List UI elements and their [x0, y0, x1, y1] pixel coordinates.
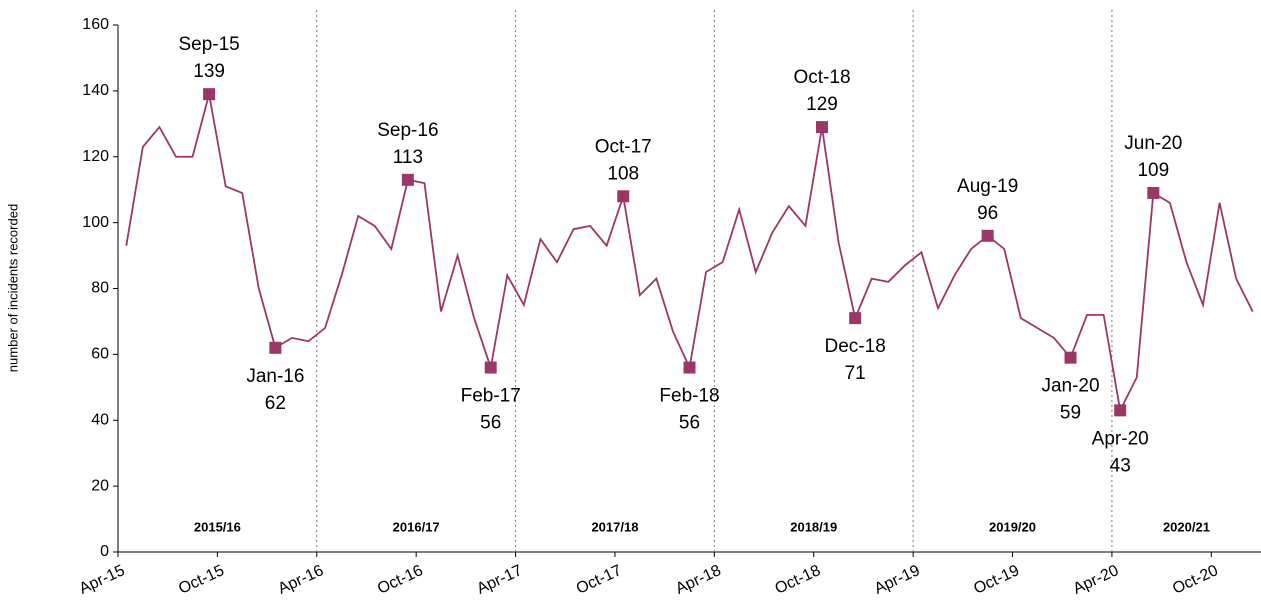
annotation-value: 108 [607, 163, 639, 184]
period-label: 2019/20 [989, 519, 1036, 534]
annotation-value: 62 [265, 393, 286, 414]
annotation-value: 56 [679, 413, 700, 434]
point-marker [849, 312, 862, 325]
annotation-value: 56 [480, 413, 501, 434]
annotation-value: 96 [977, 203, 998, 224]
point-marker [484, 361, 497, 374]
period-label: 2020/21 [1163, 519, 1210, 534]
annotation-label: Feb-18 [659, 386, 719, 407]
x-tick-label: Apr-19 [872, 562, 923, 598]
point-marker [617, 190, 630, 203]
annotation-label: Feb-17 [461, 386, 521, 407]
point-marker [1147, 186, 1160, 199]
period-label: 2017/18 [591, 519, 638, 534]
x-tick-label: Oct-15 [176, 562, 227, 598]
annotation-value: 43 [1110, 455, 1131, 476]
y-tick-label: 40 [91, 411, 109, 428]
x-tick-label: Oct-18 [773, 562, 824, 598]
annotation-label: Dec-18 [825, 336, 886, 357]
y-tick-label: 0 [100, 543, 109, 560]
annotation-value: 109 [1137, 160, 1169, 181]
x-tick-label: Oct-20 [1170, 562, 1221, 598]
point-marker [269, 341, 282, 354]
point-marker [981, 229, 994, 242]
point-marker [401, 173, 414, 186]
x-tick-label: Apr-18 [673, 562, 724, 598]
x-tick-label: Oct-16 [375, 562, 426, 598]
y-tick-label: 120 [82, 148, 109, 165]
y-tick-label: 140 [82, 82, 109, 99]
annotation-value: 139 [193, 61, 225, 82]
point-marker [1114, 404, 1127, 417]
period-label: 2015/16 [194, 519, 241, 534]
period-label: 2018/19 [790, 519, 837, 534]
point-marker [816, 121, 829, 134]
y-tick-label: 60 [91, 346, 109, 363]
annotation-label: Aug-19 [957, 176, 1018, 197]
annotation-value: 113 [393, 147, 423, 168]
annotation-value: 59 [1060, 403, 1081, 424]
point-marker [1064, 351, 1077, 364]
annotation-label: Oct-18 [794, 67, 851, 88]
x-tick-label: Apr-17 [474, 562, 525, 598]
x-tick-label: Oct-17 [574, 562, 625, 598]
annotation-label: Sep-15 [178, 34, 239, 55]
x-tick-label: Apr-20 [1071, 562, 1122, 598]
annotation-label: Jun-20 [1124, 133, 1182, 154]
annotation-label: Jan-20 [1041, 376, 1099, 397]
annotation-value: 71 [845, 363, 866, 384]
annotation-value: 129 [806, 94, 838, 115]
point-marker [683, 361, 696, 374]
annotation-label: Sep-16 [377, 120, 438, 141]
period-label: 2016/17 [393, 519, 440, 534]
y-tick-label: 160 [82, 16, 109, 33]
x-tick-label: Apr-15 [77, 562, 128, 598]
point-marker [203, 88, 216, 101]
annotation-label: Jan-16 [246, 366, 304, 387]
y-tick-label: 20 [91, 477, 109, 494]
x-tick-label: Oct-19 [971, 562, 1022, 598]
y-tick-label: 100 [82, 214, 109, 231]
x-tick-label: Apr-16 [276, 562, 327, 598]
y-tick-label: 80 [91, 280, 109, 297]
annotation-label: Oct-17 [595, 136, 652, 157]
y-axis-label: number of incidents recorded [5, 204, 20, 372]
annotation-label: Apr-20 [1092, 428, 1149, 449]
